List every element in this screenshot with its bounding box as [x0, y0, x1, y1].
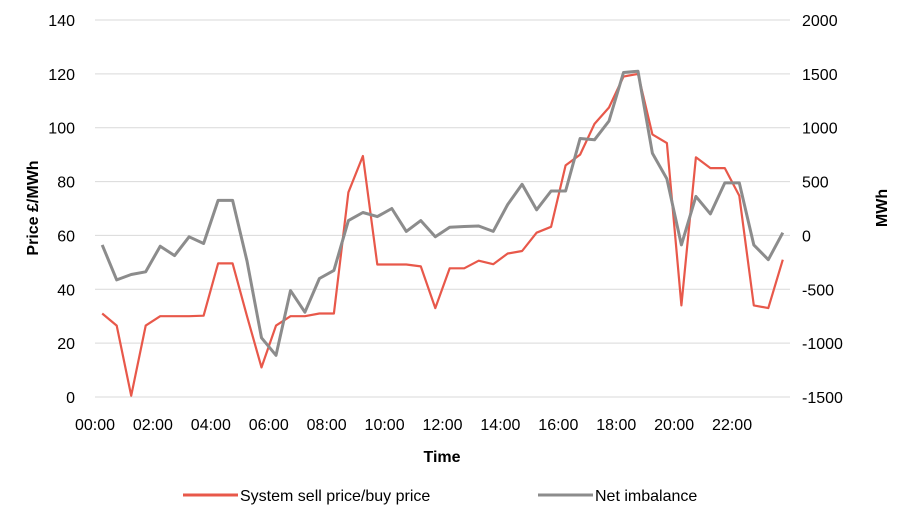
x-tick-label: 00:00 [75, 417, 115, 434]
right-y-tick-label: 1500 [802, 67, 838, 84]
right-y-axis-title: MWh [874, 189, 891, 227]
x-tick-label: 18:00 [596, 417, 636, 434]
series-line-net-imbalance [100, 69, 785, 357]
left-y-tick-label: 100 [48, 121, 75, 138]
right-y-tick-label: 2000 [802, 13, 838, 30]
left-y-tick-label: 80 [57, 175, 75, 192]
x-tick-label: 20:00 [654, 417, 694, 434]
left-y-tick-label: 0 [66, 390, 75, 407]
x-tick-label: 08:00 [307, 417, 347, 434]
right-y-tick-label: -1000 [802, 336, 843, 353]
gridlines [95, 19, 790, 398]
right-y-tick-label: 0 [802, 228, 811, 245]
series-line-price [101, 72, 784, 397]
series-lines [100, 69, 785, 397]
left-y-tick-label: 20 [57, 336, 75, 353]
x-axis-ticks: 00:00 02:00 04:00 06:00 08:00 10:00 12:00 14:00… [75, 417, 752, 434]
right-y-tick-label: 1000 [802, 121, 838, 138]
x-tick-label: 22:00 [712, 417, 752, 434]
left-y-axis-title: Price £/MWh [25, 160, 42, 255]
right-y-tick-label: -500 [802, 282, 834, 299]
x-tick-label: 16:00 [538, 417, 578, 434]
x-tick-label: 12:00 [422, 417, 462, 434]
legend: System sell price/buy price Net imbalanc… [183, 488, 697, 505]
left-y-tick-label: 40 [57, 282, 75, 299]
x-tick-label: 02:00 [133, 417, 173, 434]
right-y-tick-label: 500 [802, 175, 829, 192]
x-tick-label: 10:00 [365, 417, 405, 434]
right-y-tick-label: -1500 [802, 390, 843, 407]
x-axis-title: Time [423, 449, 460, 466]
left-y-tick-label: 140 [48, 13, 75, 30]
right-y-axis-ticks: -1500 -1000 -500 0 500 1000 1500 2000 [802, 13, 843, 407]
x-tick-label: 14:00 [480, 417, 520, 434]
left-y-axis-ticks: 0 20 40 60 80 100 120 140 [48, 13, 75, 407]
x-tick-label: 06:00 [249, 417, 289, 434]
legend-label-price: System sell price/buy price [240, 488, 430, 505]
left-y-tick-label: 60 [57, 228, 75, 245]
legend-label-imbalance: Net imbalance [595, 488, 697, 505]
x-tick-label: 04:00 [191, 417, 231, 434]
left-y-tick-label: 120 [48, 67, 75, 84]
